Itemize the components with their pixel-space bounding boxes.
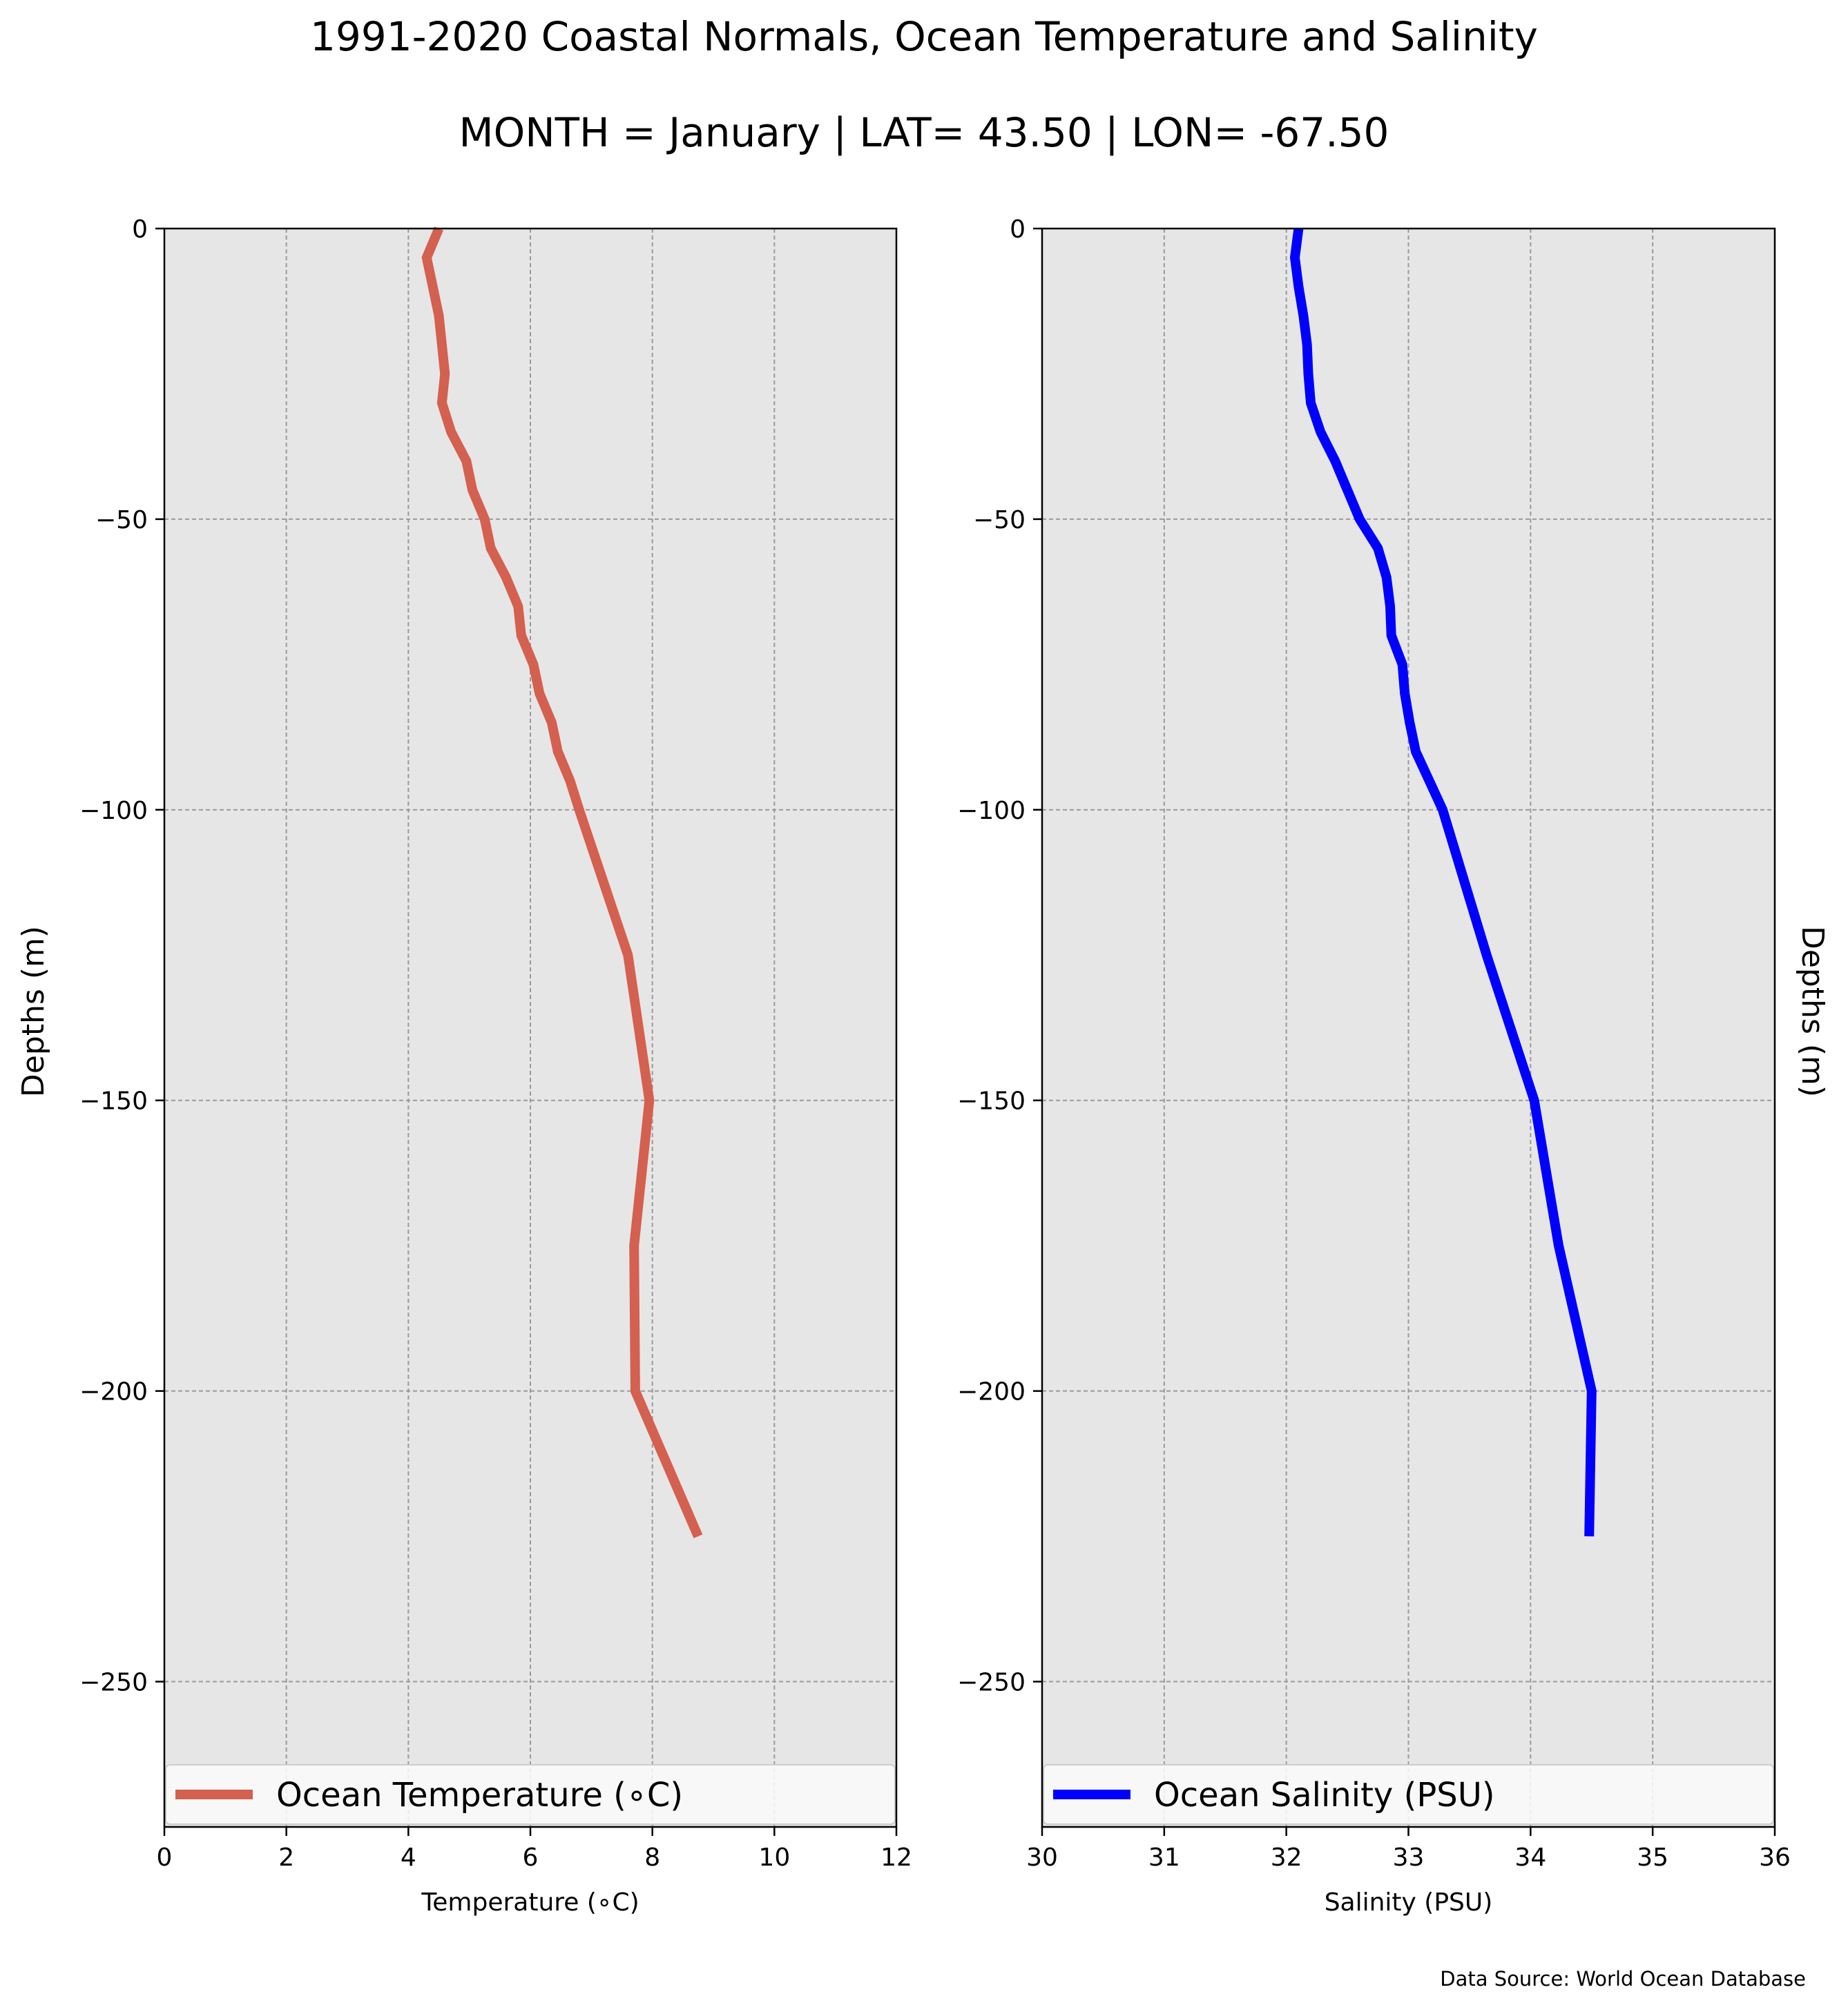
salinity-y-tick-label: 0 bbox=[1010, 215, 1026, 244]
temperature-y-tick-label: −250 bbox=[79, 1669, 148, 1697]
temperature-x-tick-label: 6 bbox=[523, 1844, 539, 1872]
temperature-x-tick-label: 12 bbox=[880, 1844, 912, 1872]
temperature-legend bbox=[165, 1764, 896, 1825]
temperature-plot-area bbox=[164, 229, 896, 1827]
temperature-x-axis-label: Temperature (∘C) bbox=[421, 1888, 639, 1917]
salinity-x-tick-label: 30 bbox=[1026, 1844, 1058, 1872]
temperature-x-tick-label: 2 bbox=[278, 1844, 294, 1872]
data-source-note: Data Source: World Ocean Database bbox=[1440, 1967, 1806, 1991]
salinity-y-tick-label: −100 bbox=[957, 797, 1026, 825]
temperature-x-tick-label: 0 bbox=[157, 1844, 173, 1872]
salinity-x-axis-label: Salinity (PSU) bbox=[1325, 1888, 1493, 1917]
temperature-legend-label: Ocean Temperature (∘C) bbox=[276, 1776, 683, 1815]
temperature-series-line bbox=[421, 226, 703, 1538]
figure-subtitle: MONTH = January | LAT= 43.50 | LON= -67.… bbox=[459, 109, 1389, 156]
temperature-y-tick-label: −50 bbox=[95, 506, 148, 534]
temperature-x-tick-label: 8 bbox=[644, 1844, 660, 1872]
temperature-x-tick-label: 4 bbox=[401, 1844, 416, 1872]
salinity-x-tick-label: 36 bbox=[1759, 1844, 1791, 1872]
salinity-legend bbox=[1043, 1764, 1774, 1825]
left-y-axis-label: Depths (m) bbox=[16, 926, 51, 1097]
salinity-plot-area bbox=[1042, 229, 1775, 1827]
salinity-x-tick-label: 31 bbox=[1148, 1844, 1180, 1872]
salinity-x-tick-label: 32 bbox=[1271, 1844, 1302, 1872]
salinity-y-tick-label: −250 bbox=[957, 1669, 1026, 1697]
salinity-x-tick-label: 34 bbox=[1514, 1844, 1546, 1872]
salinity-y-tick-label: −200 bbox=[957, 1378, 1026, 1406]
salinity-y-tick-label: −50 bbox=[973, 506, 1026, 534]
salinity-legend-label: Ocean Salinity (PSU) bbox=[1154, 1776, 1495, 1815]
salinity-x-tick-label: 35 bbox=[1637, 1844, 1668, 1872]
right-y-axis-label: Depths (m) bbox=[1795, 926, 1830, 1097]
temperature-x-tick-label: 10 bbox=[758, 1844, 790, 1872]
temperature-y-tick-label: −100 bbox=[79, 797, 148, 825]
salinity-x-tick-label: 33 bbox=[1393, 1844, 1425, 1872]
salinity-series-line bbox=[1289, 228, 1597, 1537]
temperature-y-tick-label: −200 bbox=[79, 1378, 148, 1406]
temperature-y-tick-label: −150 bbox=[79, 1087, 148, 1116]
salinity-axes: Ocean Salinity (PSU) 30 31 32 33 34 35 36 0 −50 −1… bbox=[957, 215, 1791, 1917]
salinity-y-tick-label: −150 bbox=[957, 1087, 1026, 1116]
figure-title: 1991-2020 Coastal Normals, Ocean Tempera… bbox=[310, 13, 1538, 60]
temperature-y-tick-label: 0 bbox=[132, 215, 148, 244]
temperature-axes: Ocean Temperature (∘C) 0 2 4 6 8 10 12 0 −50 −100 −… bbox=[79, 215, 912, 1917]
